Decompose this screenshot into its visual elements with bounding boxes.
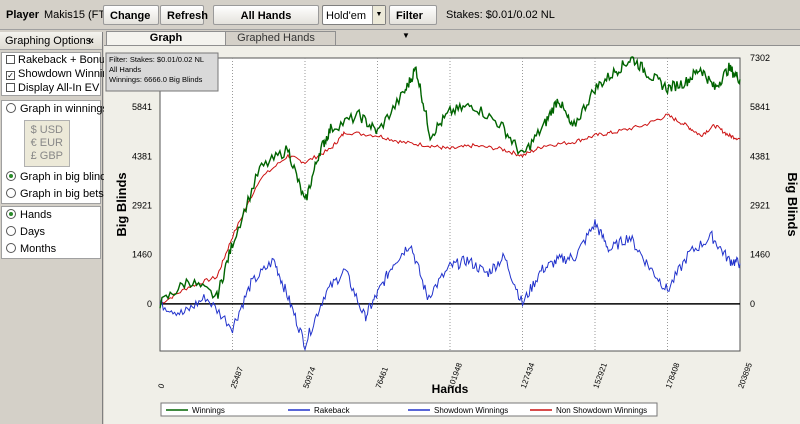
series-line-non-showdown-winnings — [159, 113, 741, 305]
x-tick-label: 127434 — [519, 361, 537, 390]
x-tick-label: 152921 — [591, 361, 609, 390]
y-tick-label-right: 5841 — [750, 102, 770, 112]
game-select[interactable]: Hold'em ▼ — [322, 5, 386, 25]
x-tick-label: 203895 — [736, 361, 754, 390]
radio-graph-in-big-bets[interactable]: Graph in big bets — [2, 186, 104, 203]
toolbar: Player Makis15 (FT) Change▼ Refresh All … — [0, 0, 800, 40]
tab-bar: Graphed Hands Graph — [104, 31, 800, 45]
info-box — [105, 52, 219, 92]
radio-button[interactable] — [6, 188, 16, 198]
y-tick-label-left: 4381 — [132, 151, 152, 161]
refresh-button[interactable]: Refresh — [160, 5, 208, 25]
graphing-options-panel: Graphing Options « Rakeback + Bonuses ✓ S… — [0, 32, 122, 424]
all-hands-button[interactable]: All Hands — [213, 5, 319, 25]
x-tick-label: 178408 — [664, 361, 682, 390]
radio-button[interactable] — [6, 103, 16, 113]
stakes-text: Stakes: $0.01/0.02 NL — [446, 9, 555, 21]
graphing-options-header: Graphing Options « — [0, 32, 102, 50]
y-tick-label-right: 4381 — [750, 151, 770, 161]
y-tick-label-right: 7302 — [750, 53, 770, 63]
y-tick-label-left: 0 — [147, 299, 152, 309]
radio-graph-in-winnings[interactable]: Graph in winnings — [2, 101, 108, 118]
radio-hands[interactable]: Hands — [2, 207, 100, 224]
y-tick-label-right: 2921 — [750, 201, 770, 211]
graph-panel: 0 25487 50974 76461 101948 127434 152921 178408… — [104, 45, 800, 424]
filter-label: Filter — [396, 10, 423, 22]
x-tick-label: 50974 — [301, 365, 317, 390]
y-tick-label-right: 1460 — [750, 250, 770, 260]
game-select-value: Hold'em — [326, 10, 367, 22]
legend-label: Showdown Winnings — [434, 406, 508, 415]
option-display-allin-ev[interactable]: Display All-In EV — [2, 81, 100, 95]
radio-days[interactable]: Days — [2, 224, 100, 241]
chevron-down-icon: ▼ — [402, 31, 410, 41]
collapse-icon[interactable]: « — [87, 35, 94, 47]
y-tick-label-left: 1460 — [132, 250, 152, 260]
change-button[interactable]: Change▼ — [103, 5, 159, 40]
scale-options-group: Hands Days Months — [1, 206, 101, 259]
info-line: Filter: Stakes: $0.01/0.02 NL — [109, 55, 204, 64]
option-label: Rakeback + Bonuses — [18, 54, 123, 66]
checkbox[interactable]: ✓ — [6, 71, 15, 80]
series-line-winnings — [159, 56, 741, 309]
tab-graphed-hands[interactable]: Graphed Hands — [216, 31, 336, 45]
option-label: Display All-In EV — [18, 82, 100, 94]
currency-usd: $ USD — [30, 124, 63, 136]
chart: 0 25487 50974 76461 101948 127434 152921 178408… — [105, 52, 800, 417]
info-line: All Hands — [109, 65, 141, 74]
radio-button[interactable] — [6, 209, 16, 219]
radio-label: Days — [20, 226, 46, 238]
radio-graph-in-big-blinds[interactable]: Graph in big blinds — [2, 169, 112, 186]
radio-label: Graph in winnings — [20, 103, 109, 115]
filter-button[interactable]: Filter ▼ — [389, 5, 437, 40]
graphing-options-title: Graphing Options — [5, 35, 92, 47]
checkbox[interactable] — [6, 55, 15, 64]
unit-options-group: Graph in winnings $ USD € EUR £ GBP Grap… — [1, 100, 112, 204]
currency-eur: € EUR — [30, 137, 63, 149]
currency-selector: $ USD € EUR £ GBP — [24, 120, 70, 167]
graph-options-group: Rakeback + Bonuses ✓ Showdown Winnings Di… — [1, 52, 122, 96]
radio-months[interactable]: Months — [2, 241, 100, 258]
x-tick-label: 76461 — [374, 365, 390, 390]
y-tick-label-right: 0 — [750, 299, 755, 309]
player-name: Makis15 (FT) — [44, 9, 109, 21]
radio-label: Graph in big blinds — [20, 171, 112, 183]
radio-label: Months — [20, 243, 57, 255]
info-line: Winnings: 6666.0 Big Blinds — [109, 75, 203, 84]
x-tick-label: 25487 — [229, 365, 245, 390]
option-rakeback-bonuses[interactable]: Rakeback + Bonuses — [2, 53, 122, 67]
legend-label: Non Showdown Winnings — [556, 406, 647, 415]
y-tick-label-left: 5841 — [132, 102, 152, 112]
player-label: Player — [6, 9, 40, 21]
currency-gbp: £ GBP — [30, 150, 63, 162]
radio-button[interactable] — [6, 243, 16, 253]
tab-graph[interactable]: Graph — [106, 31, 226, 45]
y-axis-title-left: Big Blinds — [114, 172, 129, 236]
series-line-showdown-winnings — [159, 219, 741, 352]
checkbox[interactable] — [6, 83, 15, 92]
radio-label: Hands — [20, 209, 52, 221]
chevron-down-icon[interactable]: ▼ — [372, 6, 385, 24]
y-axis-title-right: Big Blinds — [785, 172, 800, 236]
x-axis-title: Hands — [432, 382, 469, 396]
legend-label: Winnings — [192, 406, 225, 415]
radio-label: Graph in big bets — [20, 188, 104, 200]
legend-label: Rakeback — [314, 406, 351, 415]
y-tick-label-left: 2921 — [132, 201, 152, 211]
radio-button[interactable] — [6, 226, 16, 236]
option-showdown-winnings[interactable]: ✓ Showdown Winnings — [2, 67, 120, 81]
change-label: Change — [110, 10, 151, 22]
x-tick-label: 0 — [156, 382, 166, 390]
radio-button[interactable] — [6, 171, 16, 181]
option-label: Showdown Winnings — [18, 68, 121, 80]
